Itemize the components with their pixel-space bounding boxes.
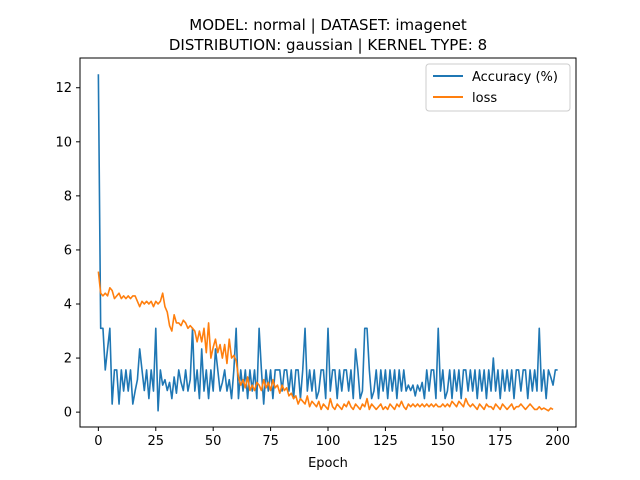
y-tick-label: 6: [64, 243, 72, 258]
y-tick-label: 8: [64, 189, 72, 204]
y-tick-label: 2: [64, 352, 72, 367]
series-line-accuracy: [97, 74, 558, 412]
x-tick-label: 175: [488, 434, 513, 449]
series-group: [97, 74, 558, 412]
x-tick-label: 75: [262, 434, 279, 449]
y-tick-label: 10: [55, 135, 72, 150]
y-tick-label: 4: [64, 298, 72, 313]
series-line-loss: [97, 271, 554, 412]
x-tick-label: 50: [205, 434, 222, 449]
x-tick-label: 25: [148, 434, 165, 449]
chart-title: MODEL: normal | DATASET: imagenet DISTRI…: [169, 16, 487, 54]
y-tick-label: 0: [64, 406, 72, 421]
x-tick-label: 100: [316, 434, 341, 449]
x-axis-label: Epoch: [308, 456, 348, 471]
x-tick-label: 125: [373, 434, 398, 449]
x-tick-label: 150: [430, 434, 455, 449]
x-tick-label: 0: [94, 434, 102, 449]
title-line-2: DISTRIBUTION: gaussian | KERNEL TYPE: 8: [169, 36, 487, 54]
legend-label-accuracy: Accuracy (%): [472, 70, 558, 85]
legend: Accuracy (%) loss: [425, 63, 571, 112]
x-tick-label: 200: [545, 434, 570, 449]
y-axis-ticks: 0 2 4 6 8 10 12: [55, 81, 80, 421]
y-tick-label: 12: [55, 81, 72, 96]
x-axis-ticks: 0 25 50 75 100 125 150 175 200: [94, 427, 570, 449]
title-line-1: MODEL: normal | DATASET: imagenet: [189, 16, 467, 34]
legend-label-loss: loss: [472, 91, 497, 106]
